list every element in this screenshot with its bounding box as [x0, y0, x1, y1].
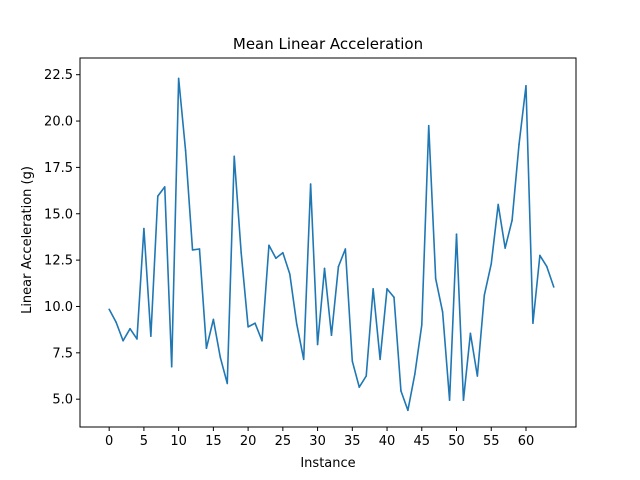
y-tick-label: 5.0 — [52, 393, 73, 408]
x-tick-label: 50 — [448, 434, 465, 449]
data-point — [309, 183, 312, 185]
data-point — [420, 324, 423, 326]
data-point — [483, 294, 486, 297]
data-point — [427, 124, 430, 127]
data-point — [302, 358, 305, 361]
x-tick-label: 15 — [205, 434, 222, 449]
data-point — [365, 375, 368, 377]
y-tick-label: 10.0 — [44, 300, 73, 315]
data-point — [400, 390, 402, 392]
data-point — [316, 343, 319, 346]
data-point — [268, 244, 270, 247]
data-point — [157, 195, 159, 197]
data-point — [344, 248, 347, 250]
x-tick-label: 55 — [483, 434, 500, 449]
data-point — [150, 335, 152, 337]
data-point — [184, 149, 187, 152]
data-point — [205, 347, 208, 349]
data-point — [177, 77, 180, 80]
data-point — [295, 323, 298, 325]
chart-title: Mean Linear Acceleration — [233, 35, 423, 53]
y-tick-label: 22.5 — [44, 68, 73, 83]
x-tick-label: 45 — [414, 434, 431, 449]
x-axis-ticks: 0 5 10 15 20 25 30 35 40 45 50 55 60 — [105, 427, 534, 449]
data-point — [233, 155, 236, 158]
data-point — [136, 338, 138, 340]
data-point — [511, 219, 513, 222]
data-point — [254, 322, 256, 324]
data-point — [212, 318, 215, 321]
data-point — [337, 265, 340, 268]
x-tick-label: 0 — [105, 434, 113, 449]
data-point — [247, 326, 249, 328]
data-point — [441, 311, 444, 313]
y-tick-label: 17.5 — [44, 161, 73, 176]
data-point — [226, 382, 229, 385]
data-point — [532, 322, 534, 324]
data-point — [198, 248, 201, 250]
data-point — [122, 339, 124, 342]
data-point — [546, 265, 548, 268]
data-point — [469, 332, 472, 335]
series-layer — [108, 77, 555, 412]
data-point — [525, 85, 527, 87]
data-point — [497, 203, 499, 206]
data-point — [288, 273, 291, 275]
data-point — [163, 186, 166, 188]
x-axis-label: Instance — [300, 456, 355, 471]
data-point — [351, 360, 354, 362]
series-line-0 — [108, 77, 555, 412]
data-point — [539, 254, 541, 257]
data-point — [455, 233, 458, 235]
data-point — [240, 251, 242, 254]
y-tick-label: 7.5 — [52, 346, 73, 361]
data-point — [261, 339, 263, 342]
data-point — [115, 321, 117, 324]
x-tick-label: 10 — [170, 434, 187, 449]
y-tick-label: 20.0 — [44, 115, 73, 130]
x-tick-label: 20 — [240, 434, 257, 449]
data-point — [143, 227, 145, 230]
x-tick-label: 30 — [309, 434, 326, 449]
data-point — [407, 409, 409, 412]
y-axis-label: Linear Acceleration (g) — [20, 166, 35, 314]
x-tick-label: 35 — [344, 434, 361, 449]
data-point — [358, 386, 361, 388]
data-point — [323, 267, 326, 270]
data-point — [129, 327, 131, 330]
data-point — [330, 334, 333, 337]
x-tick-label: 60 — [518, 434, 535, 449]
plot-area-frame — [79, 57, 577, 428]
data-point — [275, 257, 277, 260]
data-point — [372, 288, 374, 290]
data-point — [504, 247, 506, 249]
data-point — [393, 296, 395, 299]
y-tick-label: 12.5 — [44, 254, 73, 269]
data-point — [108, 308, 110, 311]
data-point — [518, 143, 520, 146]
data-point — [414, 373, 416, 375]
data-point — [191, 249, 194, 251]
data-point — [490, 263, 493, 265]
data-point — [448, 399, 451, 401]
data-point — [476, 375, 479, 377]
data-point — [379, 358, 381, 361]
data-point — [219, 356, 222, 359]
data-point — [282, 251, 284, 254]
data-point — [170, 365, 173, 368]
data-point — [434, 277, 437, 280]
x-tick-label: 25 — [275, 434, 292, 449]
data-point — [386, 288, 388, 290]
x-tick-label: 40 — [379, 434, 396, 449]
y-axis-ticks: 5.0 7.5 10.0 12.5 15.0 17.5 20.0 22.5 — [44, 68, 80, 408]
data-point — [462, 399, 465, 401]
data-point — [552, 286, 555, 288]
x-tick-label: 5 — [140, 434, 148, 449]
y-tick-label: 15.0 — [44, 207, 73, 222]
